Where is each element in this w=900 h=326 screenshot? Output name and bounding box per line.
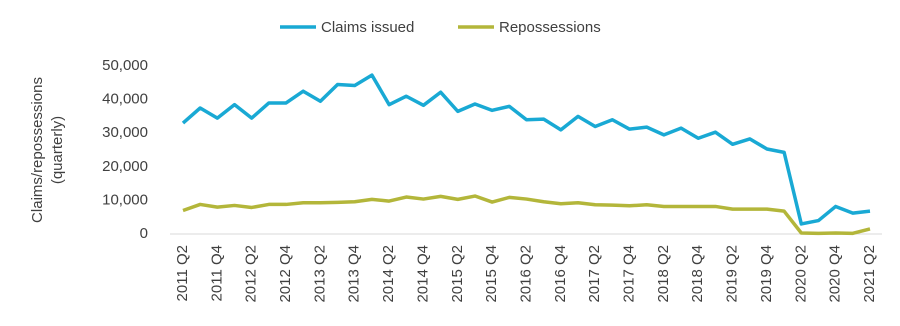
- x-tick-label: 2018 Q2: [655, 245, 672, 303]
- y-tick-label: 0: [140, 225, 148, 242]
- x-tick-label: 2012 Q2: [243, 245, 260, 303]
- x-tick-label: 2014 Q2: [380, 245, 397, 303]
- y-tick-label: 30,000: [102, 124, 148, 141]
- y-axis-label: (quarterly): [49, 116, 66, 184]
- x-tick-label: 2013 Q2: [311, 245, 328, 303]
- x-tick-label: 2011 Q2: [174, 245, 191, 301]
- x-tick-label: 2012 Q4: [277, 245, 294, 303]
- x-tick-label: 2017 Q4: [621, 245, 638, 303]
- y-tick-label: 20,000: [102, 158, 148, 175]
- x-tick-label: 2015 Q4: [483, 245, 500, 303]
- y-axis-label: Claims/repossessions: [29, 77, 46, 223]
- y-tick-label: 50,000: [102, 57, 148, 74]
- x-tick-label: 2018 Q4: [689, 245, 706, 303]
- x-tick-label: 2019 Q2: [724, 245, 741, 303]
- y-tick-label: 10,000: [102, 191, 148, 208]
- x-tick-label: 2011 Q4: [208, 245, 225, 301]
- x-tick-label: 2016 Q4: [552, 245, 569, 303]
- legend-label: Claims issued: [321, 19, 414, 36]
- x-tick-label: 2013 Q4: [346, 245, 363, 303]
- x-tick-label: 2016 Q2: [517, 245, 534, 303]
- x-tick-label: 2020 Q2: [792, 245, 809, 303]
- line-series: [181, 73, 871, 226]
- y-tick-label: 40,000: [102, 91, 148, 108]
- line-series: [182, 194, 871, 236]
- legend-label: Repossessions: [499, 19, 601, 36]
- x-tick-label: 2015 Q2: [449, 245, 466, 303]
- x-tick-label: 2014 Q4: [414, 245, 431, 303]
- x-tick-label: 2019 Q4: [758, 245, 775, 303]
- x-tick-label: 2021 Q2: [861, 245, 878, 303]
- x-tick-label: 2020 Q4: [827, 245, 844, 303]
- x-tick-label: 2017 Q2: [586, 245, 603, 303]
